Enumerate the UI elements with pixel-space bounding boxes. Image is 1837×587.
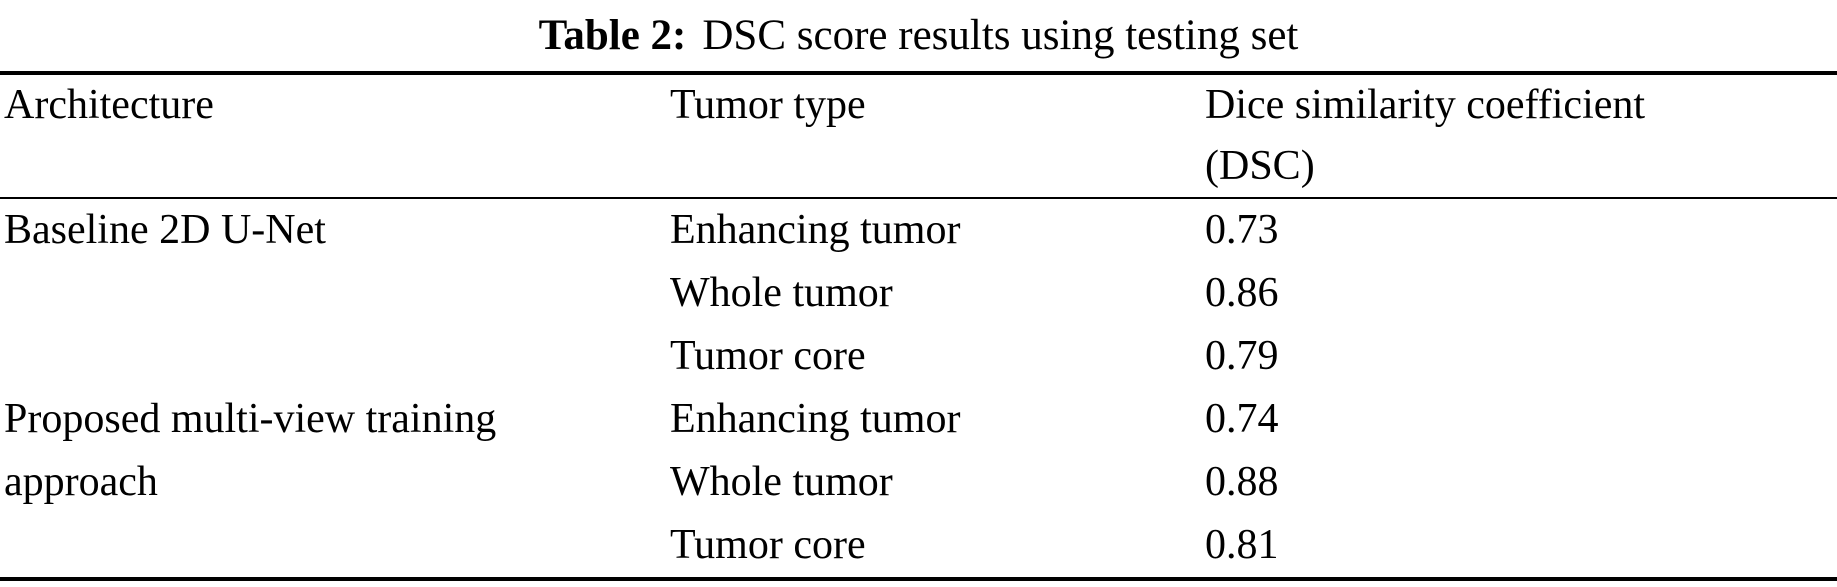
col-header-architecture: Architecture — [4, 82, 214, 128]
dsc-value-cell: 0.81 — [1205, 522, 1279, 568]
tumor-type-cell: Enhancing tumor — [670, 207, 961, 253]
table-row: Tumor core 0.81 — [0, 514, 1837, 579]
table-caption-label: Table 2: — [538, 11, 687, 59]
table-row: Baseline 2D U-Net Enhancing tumor 0.73 — [0, 198, 1837, 262]
tumor-type-cell: Whole tumor — [670, 459, 893, 505]
architecture-label: Proposed multi-view training approach — [4, 396, 497, 505]
col-header-dsc-line2: (DSC) — [1205, 143, 1315, 189]
table-caption-text: DSC score results using testing set — [702, 11, 1299, 59]
dsc-value-cell: 0.86 — [1205, 270, 1279, 316]
dsc-value-cell: 0.88 — [1205, 459, 1279, 505]
tumor-type-cell: Tumor core — [670, 333, 866, 379]
architecture-label: Baseline 2D U-Net — [4, 207, 326, 253]
dsc-value-cell: 0.73 — [1205, 207, 1279, 253]
tumor-type-cell: Whole tumor — [670, 270, 893, 316]
table-caption: Table 2: DSC score results using testing… — [0, 0, 1837, 71]
table-row: Tumor core 0.79 — [0, 325, 1837, 388]
tumor-type-cell: Enhancing tumor — [670, 396, 961, 442]
table-row: Whole tumor 0.88 — [0, 451, 1837, 514]
table-row: Whole tumor 0.86 — [0, 262, 1837, 325]
dsc-value-cell: 0.79 — [1205, 333, 1279, 379]
table-row: Proposed multi-view training approach En… — [0, 388, 1837, 505]
col-header-dsc-line1: Dice similarity coefficient — [1205, 82, 1646, 128]
dsc-results-table: Architecture Tumor type Dice similarity … — [0, 71, 1837, 581]
col-header-dsc: Dice similarity coefficient (DSC) — [1201, 73, 1837, 198]
tumor-type-cell: Tumor core — [670, 522, 866, 568]
architecture-cell-proposed: Proposed multi-view training approach — [0, 388, 666, 579]
architecture-cell-baseline: Baseline 2D U-Net — [0, 198, 666, 388]
dsc-value-cell: 0.74 — [1205, 396, 1279, 442]
col-header-tumor-type: Tumor type — [670, 82, 866, 128]
header-row: Architecture Tumor type Dice similarity … — [0, 73, 1837, 198]
